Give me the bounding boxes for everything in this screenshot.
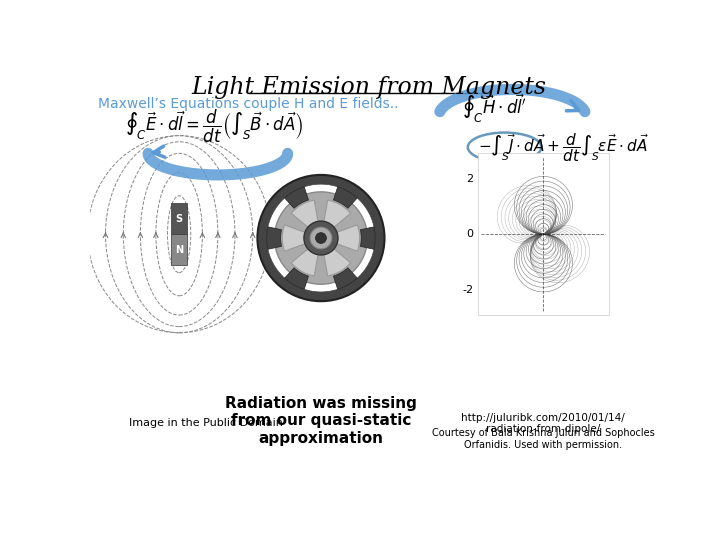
Text: $\oint_C \vec{H} \cdot d\vec{l}'$: $\oint_C \vec{H} \cdot d\vec{l}'$ <box>462 92 527 125</box>
Wedge shape <box>321 225 360 251</box>
Text: Maxwell’s Equations couple H and E fields..: Maxwell’s Equations couple H and E field… <box>98 97 398 111</box>
Text: $\oint_C \vec{E} \cdot d\vec{l} = \dfrac{d}{dt}\left(\int_S \vec{B} \cdot d\vec{: $\oint_C \vec{E} \cdot d\vec{l} = \dfrac… <box>125 108 303 145</box>
Wedge shape <box>321 238 351 276</box>
Text: 0: 0 <box>467 229 474 239</box>
Circle shape <box>304 221 338 255</box>
Wedge shape <box>282 225 321 251</box>
Text: -2: -2 <box>462 285 474 295</box>
Text: Courtesy of Bala Krishna Juluri and Sophocles
Orfanidis. Used with permission.: Courtesy of Bala Krishna Juluri and Soph… <box>432 428 654 450</box>
Text: http://juluribk.com/2010/01/14/
radiation-from-dipole/: http://juluribk.com/2010/01/14/ radiatio… <box>462 413 625 435</box>
Circle shape <box>274 192 367 284</box>
Circle shape <box>266 184 375 292</box>
Text: 2: 2 <box>467 174 474 184</box>
Text: Light Emission from Magnets: Light Emission from Magnets <box>192 76 546 99</box>
Wedge shape <box>321 200 351 238</box>
Wedge shape <box>284 268 308 289</box>
Text: Radiation was missing
from our quasi-static
approximation: Radiation was missing from our quasi-sta… <box>225 396 417 446</box>
Bar <box>171 234 187 265</box>
Wedge shape <box>284 187 308 208</box>
Wedge shape <box>292 238 321 276</box>
Bar <box>171 204 187 234</box>
Wedge shape <box>292 200 321 238</box>
Circle shape <box>310 227 332 249</box>
Bar <box>477 153 609 315</box>
Text: $-\int_S \vec{J} \cdot d\vec{A} + \dfrac{d}{dt}\int_S \varepsilon\vec{E} \cdot d: $-\int_S \vec{J} \cdot d\vec{A} + \dfrac… <box>477 131 648 164</box>
Circle shape <box>315 233 326 244</box>
Wedge shape <box>333 187 357 208</box>
Wedge shape <box>266 227 282 249</box>
Text: Image in the Public Domain: Image in the Public Domain <box>129 418 283 428</box>
Wedge shape <box>361 227 375 249</box>
Circle shape <box>258 175 384 301</box>
Text: S: S <box>176 214 183 224</box>
Text: N: N <box>175 245 183 254</box>
Wedge shape <box>333 268 357 289</box>
